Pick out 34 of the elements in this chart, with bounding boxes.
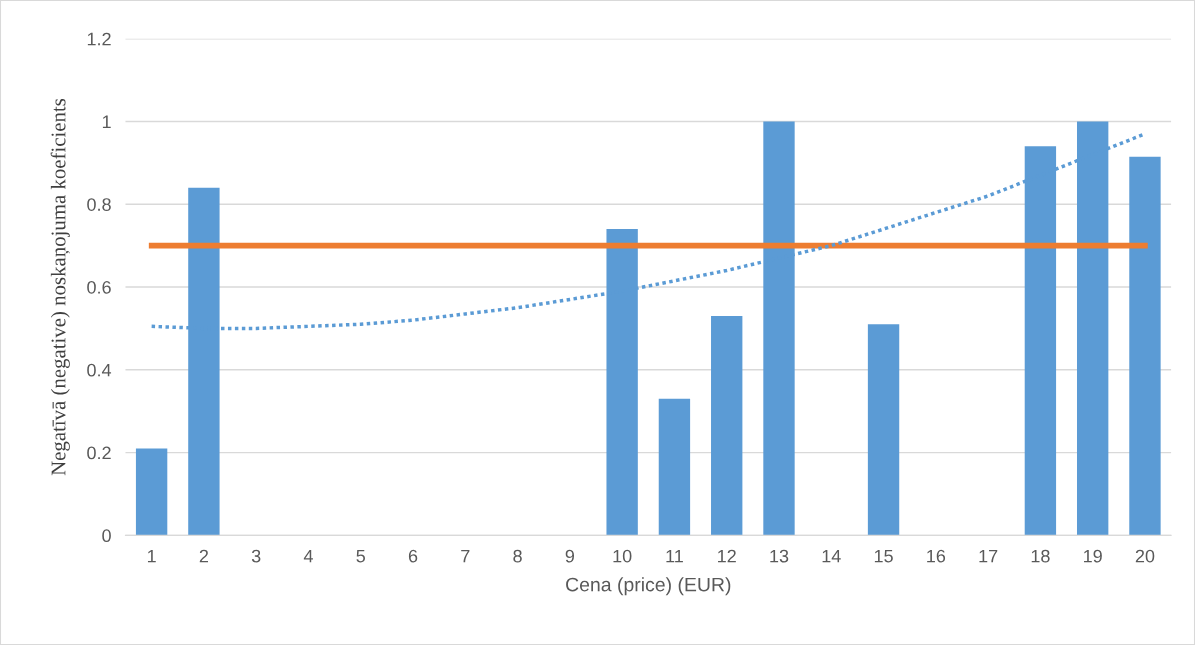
bar: [711, 316, 743, 536]
y-tick-label: 0.4: [87, 363, 112, 377]
x-tick-label: 7: [461, 549, 470, 563]
bar: [1129, 156, 1161, 536]
x-tick-label: 20: [1135, 549, 1155, 563]
x-tick-label: 6: [408, 549, 418, 563]
x-tick-label: 8: [513, 549, 522, 563]
x-tick-label: 9: [565, 549, 575, 563]
x-tick-label: 3: [251, 549, 261, 563]
y-tick-label: 0.8: [87, 198, 111, 211]
x-tick-label: 15: [874, 549, 893, 563]
x-tick-label: 16: [927, 549, 946, 563]
bar: [867, 324, 900, 536]
y-axis-title: Negatīvā (negative) noskaņojuma koeficients: [50, 98, 70, 476]
x-tick-label: 19: [1084, 549, 1102, 563]
x-tick-label: 17: [979, 549, 998, 563]
x-tick-label: 11: [666, 549, 683, 563]
y-tick-label: 1.2: [87, 32, 111, 46]
x-tick-label: 4: [303, 549, 313, 563]
y-tick-label: 1: [102, 115, 111, 129]
y-tick-label: 0.2: [87, 446, 111, 460]
x-axis-title: Cena (price) (EUR): [566, 577, 731, 596]
y-tick-label: 0.6: [87, 280, 111, 294]
x-tick-label: 10: [613, 549, 632, 563]
x-tick-label: 18: [1031, 549, 1050, 563]
x-tick-label: 13: [770, 549, 789, 563]
bar: [135, 448, 168, 536]
x-tick-label: 5: [356, 549, 365, 563]
x-tick-label: 1: [147, 549, 156, 563]
x-tick-label: 12: [718, 549, 736, 563]
x-tick-label: 14: [822, 549, 841, 563]
x-tick-label: 2: [199, 549, 209, 563]
bar: [658, 398, 691, 536]
y-tick-label: 0: [102, 529, 111, 543]
